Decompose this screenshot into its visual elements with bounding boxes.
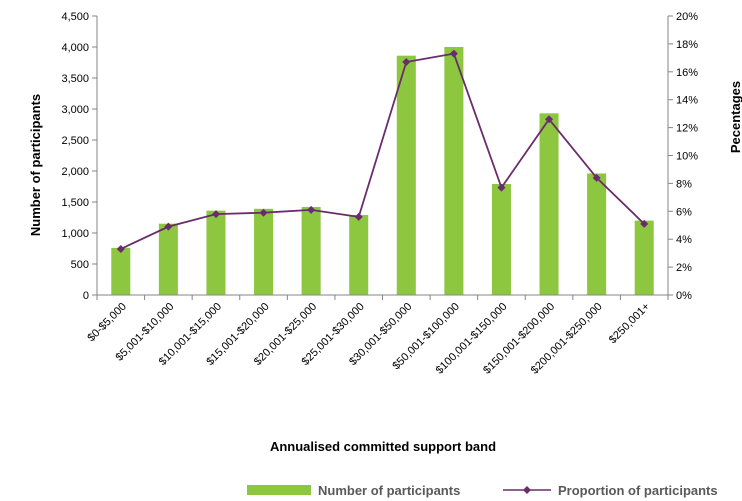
axes: [96, 16, 669, 296]
left-tick-label: 2,000: [61, 166, 89, 178]
line-point: [497, 183, 506, 192]
left-tick-label: 1,500: [61, 197, 89, 209]
line-point: [545, 115, 554, 124]
left-tick-label: 4,000: [61, 42, 89, 54]
legend-bar-swatch: [247, 485, 311, 495]
left-tick-label: 500: [71, 259, 89, 271]
left-tick-label: 2,500: [61, 135, 89, 147]
line-point: [307, 205, 316, 214]
right-tick-label: 12%: [676, 123, 698, 135]
right-tick-label: 10%: [676, 151, 698, 163]
right-tick-label: 0%: [676, 290, 692, 302]
bar: [349, 215, 369, 295]
bar: [634, 220, 654, 295]
category-tick-label: $0-$5,000: [85, 301, 129, 345]
line-point: [211, 210, 220, 219]
bar: [444, 47, 464, 295]
right-tick-label: 4%: [676, 234, 692, 246]
bar: [587, 173, 607, 295]
line-point: [164, 222, 173, 231]
line-point: [592, 173, 601, 182]
line-point: [354, 212, 363, 221]
left-tick-label: 3,000: [61, 104, 89, 116]
category-tick-label: $250,001+: [607, 301, 652, 346]
bar: [158, 223, 178, 295]
bar: [396, 55, 416, 296]
left-tick-label: 0: [83, 290, 89, 302]
line-path: [120, 52, 645, 250]
right-tick-label: 2%: [676, 262, 692, 274]
legend-line-label: Proportion of participants: [558, 483, 718, 498]
bar: [111, 247, 131, 295]
legend-bar-label: Number of participants: [318, 483, 460, 498]
line-point: [449, 49, 458, 58]
y-axis-title: Number of participants: [28, 94, 43, 236]
bar: [254, 208, 274, 295]
category-axis-ticks: $0-$5,000$5,001-$10,000$10,001-$15,000$1…: [85, 295, 669, 377]
left-tick-label: 1,000: [61, 228, 89, 240]
line-point: [402, 58, 411, 67]
line-point: [640, 219, 649, 228]
bar: [301, 206, 321, 295]
line-point: [116, 244, 125, 253]
right-tick-label: 20%: [676, 11, 698, 23]
bar: [491, 184, 511, 295]
bar: [206, 210, 226, 295]
line-series: [116, 49, 649, 253]
right-tick-label: 8%: [676, 178, 692, 190]
left-axis-ticks: 0 500 1,000 1,500 2,000 2,500 3,000 3,500 4,000 4…: [61, 11, 97, 302]
y2-axis-title: Pecentages: [728, 81, 742, 153]
legend-line-marker: [523, 486, 531, 494]
bar-series: [111, 47, 654, 296]
left-tick-label: 3,500: [61, 73, 89, 85]
line-point: [259, 208, 268, 217]
right-tick-label: 6%: [676, 206, 692, 218]
right-tick-label: 18%: [676, 39, 698, 51]
right-axis-ticks: 0% 2% 4% 6% 8% 10% 12% 14% 16% 18% 20%: [668, 11, 698, 302]
x-axis-title: Annualised committed support band: [270, 439, 496, 454]
left-tick-label: 4,500: [61, 11, 89, 23]
right-tick-label: 16%: [676, 67, 698, 79]
right-tick-label: 14%: [676, 95, 698, 107]
bar: [539, 113, 559, 295]
legend: Number of participants Proportion of par…: [247, 483, 718, 498]
